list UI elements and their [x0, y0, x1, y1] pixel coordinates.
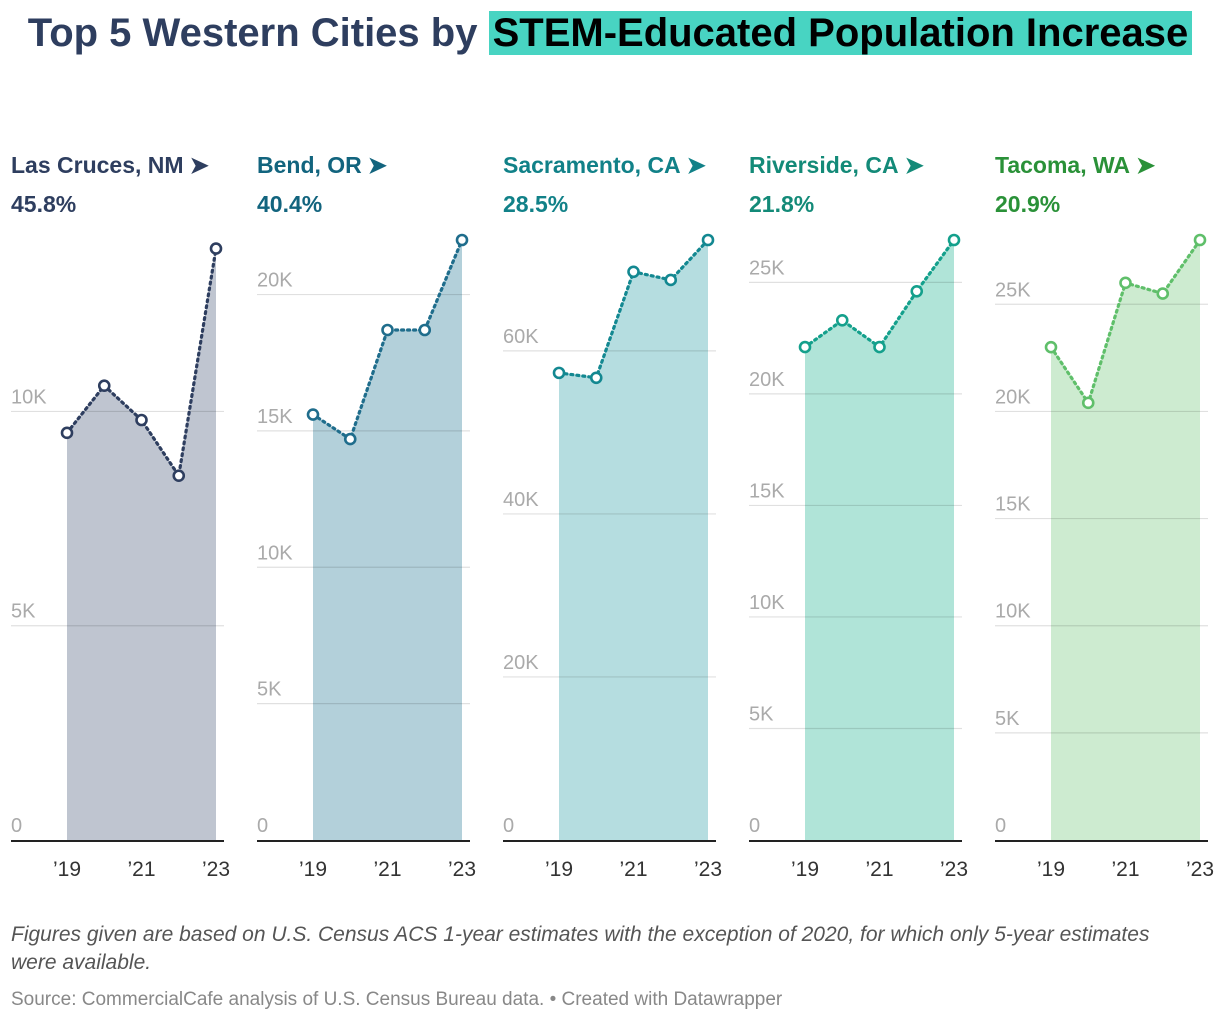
footnote: Figures given are based on U.S. Census A… — [11, 923, 1150, 974]
panel-change-label: 21.8% — [749, 191, 814, 217]
data-point — [589, 371, 603, 385]
x-tick-label: ’21 — [619, 858, 647, 881]
area-fill — [67, 248, 216, 841]
panel-change-label: 20.9% — [995, 191, 1060, 217]
y-tick-label: 15K — [749, 480, 785, 502]
data-point — [1081, 396, 1095, 410]
y-tick-label: 20K — [257, 270, 293, 292]
y-tick-label: 15K — [995, 494, 1031, 516]
data-point — [910, 285, 924, 298]
data-point — [627, 265, 640, 279]
y-tick-label: 10K — [995, 601, 1031, 623]
x-tick-label: ’21 — [373, 858, 401, 881]
y-tick-label: 0 — [995, 815, 1006, 837]
x-tick-label: ’23 — [1186, 858, 1214, 881]
data-point — [552, 366, 566, 380]
y-tick-label: 0 — [749, 815, 760, 837]
chart-title: Top 5 Western Cities by STEM-Educated Po… — [0, 8, 1220, 58]
y-tick-label: 20K — [503, 652, 539, 674]
y-tick-label: 15K — [257, 406, 293, 428]
small-multiples-chart: Las Cruces, NM ➤45.8%05K10K’19’21’23Bend,… — [11, 152, 1214, 881]
data-point — [455, 233, 469, 247]
y-tick-label: 25K — [995, 279, 1031, 301]
data-point — [97, 379, 111, 393]
x-tick-label: ’21 — [1111, 858, 1139, 881]
y-tick-label: 10K — [257, 542, 293, 564]
area-fill — [805, 240, 954, 840]
chart-title-highlight: STEM-Educated Population Increase — [488, 11, 1193, 55]
arrow-icon: ➤ — [368, 152, 388, 178]
y-tick-label: 0 — [257, 815, 268, 837]
arrow-icon: ➤ — [190, 152, 210, 178]
y-tick-label: 5K — [11, 601, 36, 623]
x-tick-label: ’21 — [127, 858, 155, 881]
x-tick-label: ’19 — [545, 858, 573, 881]
data-point — [172, 469, 186, 483]
panel-1: Las Cruces, NM ➤ 45.8% 0 5K 10K ’19 ’21 ’23 — [11, 152, 230, 881]
y-tick-label: 60K — [503, 326, 539, 348]
panel-title: Tacoma, WA ➤ — [995, 152, 1156, 178]
data-point — [1119, 276, 1132, 290]
panel-title: Sacramento, CA ➤ — [503, 152, 707, 178]
data-point — [1156, 287, 1170, 300]
data-point — [306, 408, 320, 421]
panel-change-label: 28.5% — [503, 191, 568, 217]
x-tick-label: ’19 — [299, 858, 327, 881]
x-tick-label: ’23 — [940, 858, 968, 881]
y-tick-label: 10K — [11, 386, 47, 408]
x-tick-label: ’23 — [694, 858, 722, 881]
x-tick-label: ’21 — [865, 858, 893, 881]
x-tick-label: ’23 — [202, 858, 230, 881]
y-tick-label: 20K — [995, 386, 1031, 408]
data-point — [343, 432, 357, 446]
x-tick-label: ’19 — [53, 858, 81, 881]
data-point — [873, 340, 886, 354]
y-tick-label: 5K — [995, 708, 1020, 730]
arrow-icon: ➤ — [905, 152, 925, 178]
x-tick-label: ’19 — [791, 858, 819, 881]
x-tick-label: ’19 — [1037, 858, 1065, 881]
data-point — [701, 233, 715, 247]
data-point — [947, 233, 961, 247]
data-point — [835, 313, 849, 327]
panel-title: Riverside, CA ➤ — [749, 152, 925, 178]
panel-change-label: 45.8% — [11, 191, 76, 217]
data-point — [1193, 233, 1207, 247]
y-tick-label: 25K — [749, 257, 785, 279]
chart-title-prefix: Top 5 Western Cities by — [27, 11, 489, 55]
panel-3: Sacramento, CA ➤ 28.5% 0 20K 40K 60K ’19 ’21 ’23 — [503, 152, 722, 881]
data-point — [209, 242, 223, 255]
area-fill — [313, 240, 462, 840]
arrow-icon: ➤ — [687, 152, 707, 178]
y-tick-label: 20K — [749, 369, 785, 391]
data-point — [798, 340, 812, 354]
area-fill — [1051, 240, 1200, 840]
y-tick-label: 0 — [11, 815, 22, 837]
y-tick-label: 5K — [749, 703, 774, 725]
y-tick-label: 40K — [503, 489, 539, 511]
x-tick-label: ’23 — [448, 858, 476, 881]
y-tick-label: 5K — [257, 679, 282, 701]
data-point — [60, 426, 74, 440]
data-point — [664, 273, 678, 287]
source-credit: Source: CommercialCafe analysis of U.S. … — [11, 989, 783, 1010]
area-fill — [559, 240, 708, 840]
panel-4: Riverside, CA ➤ 21.8% 0 5K 10K 15K 20K 25K ’19 ’21… — [749, 152, 968, 881]
data-point — [381, 323, 394, 337]
panel-title: Las Cruces, NM ➤ — [11, 152, 210, 178]
panel-5: Tacoma, WA ➤ 20.9% 0 5K 10K 15K 20K 25K ’19 ’21 ’23 — [995, 152, 1214, 881]
panel-2: Bend, OR ➤ 40.4% 0 5K 10K 15K 20K ’19 ’21 ’23 — [257, 152, 476, 881]
panel-change-label: 40.4% — [257, 191, 322, 217]
y-tick-label: 10K — [749, 592, 785, 614]
y-tick-label: 0 — [503, 815, 514, 837]
series-line — [311, 238, 464, 442]
data-point — [135, 413, 148, 427]
panel-title: Bend, OR ➤ — [257, 152, 388, 178]
data-point — [418, 323, 432, 337]
data-point — [1044, 340, 1058, 354]
arrow-icon: ➤ — [1136, 152, 1156, 178]
